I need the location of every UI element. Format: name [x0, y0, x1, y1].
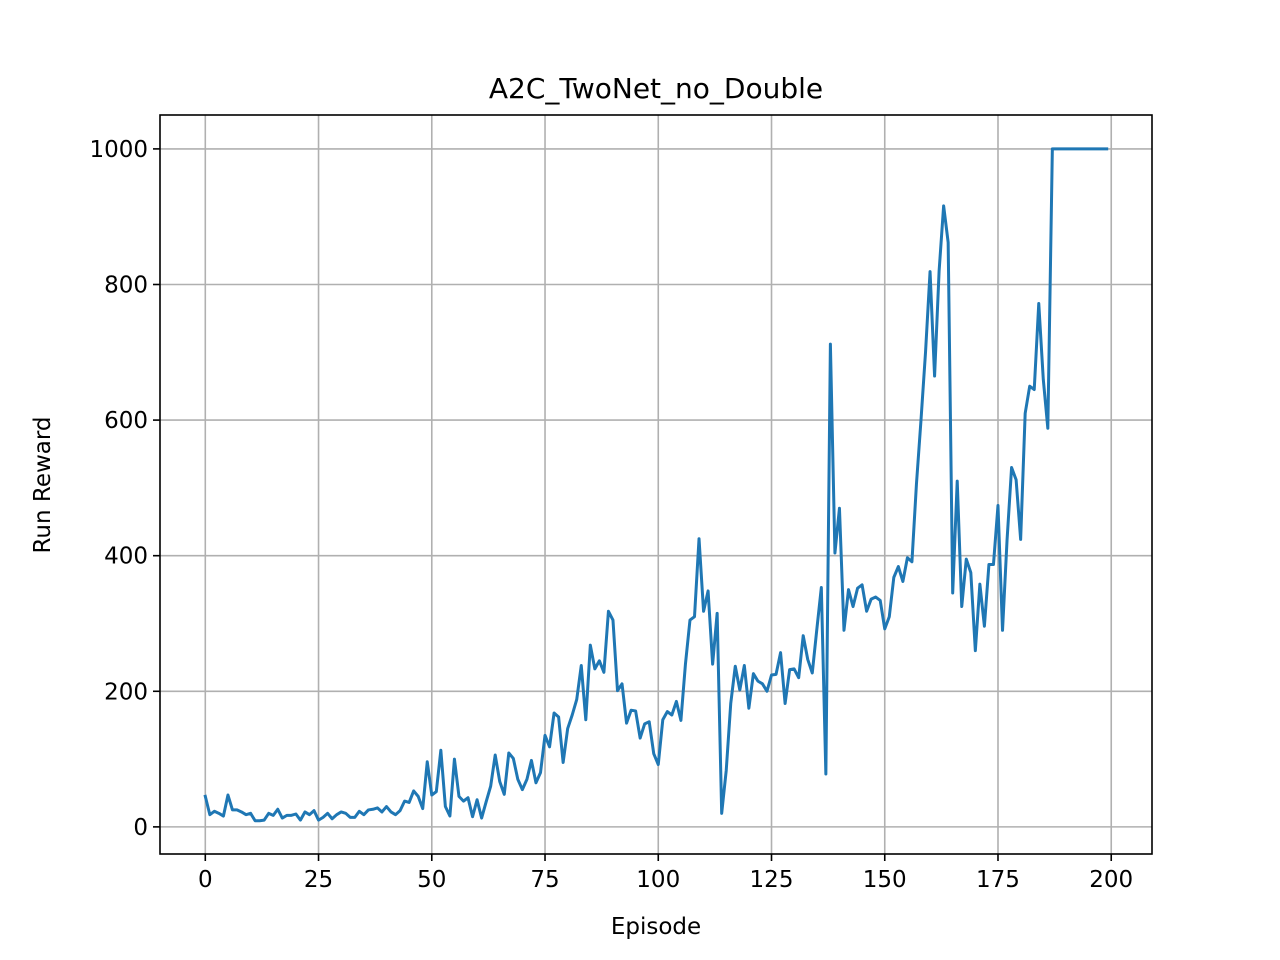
y-tick-label: 200: [104, 679, 148, 705]
x-tick-label: 0: [198, 867, 213, 893]
y-tick-label: 1000: [89, 137, 148, 163]
chart-title: A2C_TwoNet_no_Double: [489, 72, 823, 105]
x-tick-label: 175: [976, 867, 1020, 893]
series-line: [203, 147, 1109, 823]
y-tick-label: 0: [133, 815, 148, 841]
x-tick-label: 100: [636, 867, 680, 893]
x-tick-label: 25: [304, 867, 333, 893]
series-layer: [203, 147, 1109, 823]
x-axis: 0 25 50 75 100 125 150 175 200: [198, 854, 1133, 893]
y-tick-label: 600: [104, 408, 148, 434]
grid: [160, 115, 1152, 854]
x-tick-label: 50: [417, 867, 446, 893]
x-tick-label: 150: [863, 867, 907, 893]
y-axis-label: Run Reward: [30, 416, 56, 553]
y-tick-label: 400: [104, 544, 148, 570]
x-axis-label: Episode: [611, 914, 701, 940]
x-tick-label: 200: [1089, 867, 1133, 893]
x-tick-label: 125: [750, 867, 794, 893]
y-tick-label: 800: [104, 272, 148, 298]
plot-frame: [159, 114, 1153, 855]
y-axis: 0 200 400 600 800 1000: [89, 137, 160, 841]
x-tick-label: 75: [530, 867, 559, 893]
